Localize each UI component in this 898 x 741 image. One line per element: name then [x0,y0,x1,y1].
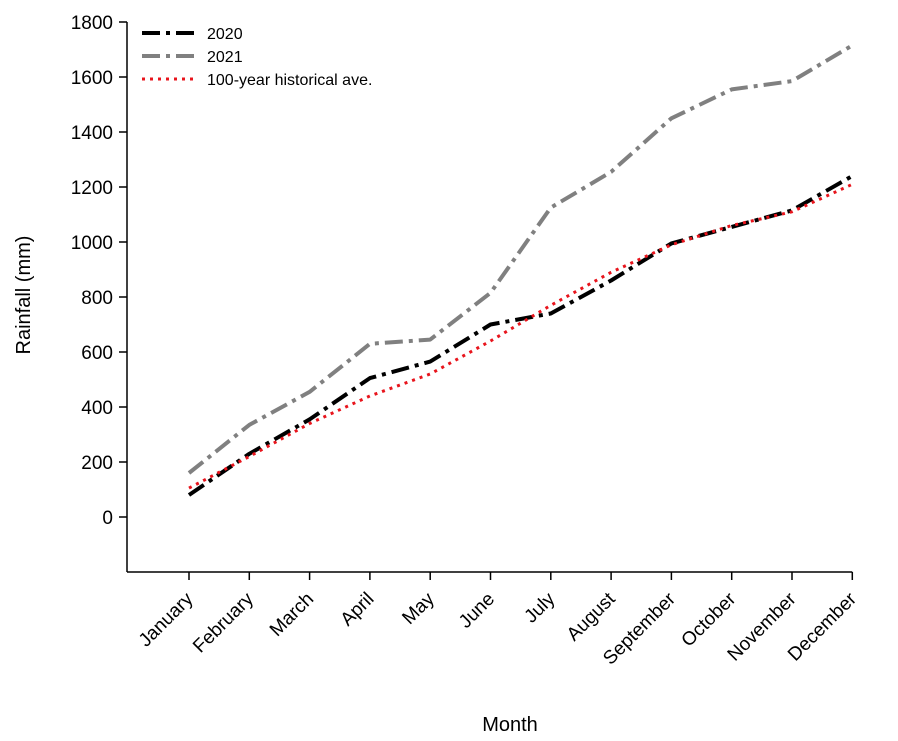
x-tick-label: June [455,589,499,633]
x-tick-label: August [563,588,620,645]
y-tick-label: 1600 [71,68,113,89]
series-line-1 [189,45,852,473]
legend-label-2: 100-year historical ave. [207,72,372,89]
y-axis-title: Rainfall (mm) [13,236,35,355]
axes [127,22,852,572]
series-lines [189,45,852,495]
x-tick-label: March [266,589,318,641]
y-tick-label: 800 [81,288,113,309]
x-tick-label: February [189,588,258,657]
y-tick-label: 0 [102,508,113,529]
y-axis-ticks: 0 200 400 600 800 1000 1200 1400 1600 1800 [71,13,127,529]
y-tick-label: 600 [81,343,113,364]
legend-label-0: 2020 [207,26,243,43]
series-line-0 [189,176,852,495]
x-tick-label: May [398,588,439,629]
y-tick-label: 400 [81,398,113,419]
series-line-2 [189,184,852,488]
y-tick-label: 1000 [71,233,113,254]
legend-label-1: 2021 [207,49,243,66]
x-tick-label: April [337,589,379,631]
legend: 2020 2021 100-year historical ave. [142,26,372,89]
y-tick-label: 1400 [71,123,113,144]
y-tick-label: 1800 [71,13,113,34]
x-tick-label: July [521,588,560,627]
y-tick-label: 200 [81,453,113,474]
x-axis-title: Month [482,714,538,736]
y-tick-label: 1200 [71,178,113,199]
